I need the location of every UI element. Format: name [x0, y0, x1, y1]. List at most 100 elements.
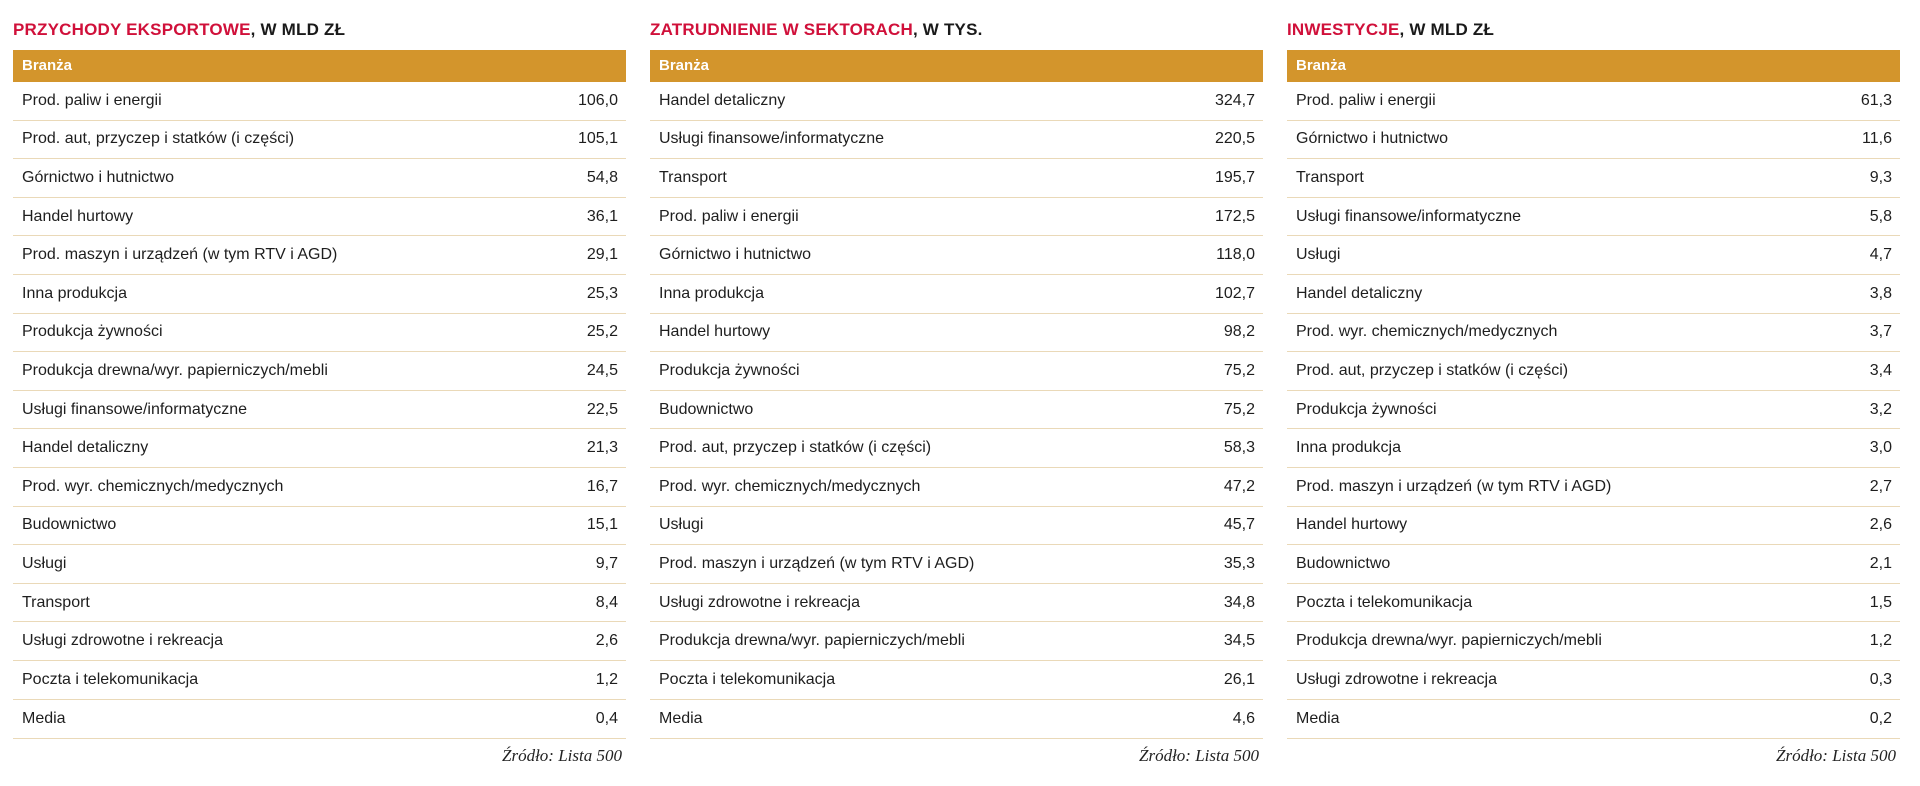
- table-row: Usługi 4,7: [1287, 236, 1900, 275]
- row-value: 35,3: [1223, 554, 1255, 572]
- row-label: Prod. maszyn i urządzeń (w tym RTV i AGD…: [659, 554, 975, 572]
- table-row: Usługi finansowe/informatyczne 220,5: [650, 121, 1263, 160]
- row-label: Prod. paliw i energii: [1296, 91, 1436, 109]
- row-value: 15,1: [586, 516, 618, 534]
- row-value: 24,5: [586, 361, 618, 379]
- row-label: Transport: [22, 593, 90, 611]
- source-note: Źródło: Lista 500: [1139, 746, 1259, 766]
- row-label: Media: [1296, 709, 1340, 727]
- employment-panel: ZATRUDNIENIE W SEKTORACH, W TYS. Branża …: [650, 0, 1263, 766]
- row-label: Handel hurtowy: [22, 207, 134, 225]
- row-value: 3,4: [1869, 361, 1892, 379]
- table-row: Media 0,2: [1287, 700, 1900, 739]
- column-header-branza: Branża: [13, 50, 626, 82]
- row-value: 4,7: [1869, 246, 1892, 264]
- row-label: Produkcja żywności: [659, 361, 800, 379]
- table-row: Prod. paliw i energii 106,0: [13, 82, 626, 121]
- investment-panel: INWESTYCJE, W MLD ZŁ Branża Prod. paliw …: [1287, 0, 1900, 766]
- column-header-branza: Branża: [650, 50, 1263, 82]
- row-value: 2,7: [1869, 477, 1892, 495]
- panel-title: PRZYCHODY EKSPORTOWE, W MLD ZŁ: [13, 0, 626, 50]
- row-value: 105,1: [577, 130, 618, 148]
- table-row: Prod. aut, przyczep i statków (i części)…: [1287, 352, 1900, 391]
- table-row: Prod. paliw i energii 172,5: [650, 198, 1263, 237]
- row-value: 25,2: [586, 323, 618, 341]
- row-label: Usługi zdrowotne i rekreacja: [659, 593, 860, 611]
- row-label: Prod. wyr. chemicznych/medycznych: [659, 477, 921, 495]
- table-row: Prod. aut, przyczep i statków (i części)…: [650, 429, 1263, 468]
- row-label: Prod. paliw i energii: [22, 91, 162, 109]
- table-body: Prod. paliw i energii 61,3 Górnictwo i hut…: [1287, 82, 1900, 740]
- row-label: Prod. maszyn i urządzeń (w tym RTV i AGD…: [1296, 477, 1612, 495]
- row-label: Media: [659, 709, 703, 727]
- row-label: Górnictwo i hutnictwo: [1296, 130, 1449, 148]
- row-value: 106,0: [577, 91, 618, 109]
- row-label: Usługi zdrowotne i rekreacja: [1296, 670, 1497, 688]
- table-row: Handel detaliczny 21,3: [13, 429, 626, 468]
- table-row: Górnictwo i hutnictwo 11,6: [1287, 121, 1900, 160]
- row-value: 75,2: [1223, 400, 1255, 418]
- table-row: Produkcja drewna/wyr. papierniczych/mebl…: [13, 352, 626, 391]
- panel-title-main: ZATRUDNIENIE W SEKTORACH: [650, 20, 913, 39]
- row-label: Usługi: [1296, 246, 1341, 264]
- row-label: Prod. aut, przyczep i statków (i części): [659, 439, 932, 457]
- table-row: Transport 9,3: [1287, 159, 1900, 198]
- row-label: Poczta i telekomunikacja: [1296, 593, 1473, 611]
- row-value: 22,5: [586, 400, 618, 418]
- row-label: Prod. paliw i energii: [659, 207, 799, 225]
- table-row: Usługi zdrowotne i rekreacja 0,3: [1287, 661, 1900, 700]
- row-value: 9,7: [595, 554, 618, 572]
- table-row: Prod. maszyn i urządzeń (w tym RTV i AGD…: [1287, 468, 1900, 507]
- row-value: 3,7: [1869, 323, 1892, 341]
- table-row: Prod. aut, przyczep i statków (i części)…: [13, 121, 626, 160]
- row-label: Usługi: [659, 516, 704, 534]
- panel-title-unit: , W MLD ZŁ: [1399, 20, 1495, 39]
- row-value: 102,7: [1214, 284, 1255, 302]
- row-value: 195,7: [1214, 168, 1255, 186]
- row-value: 8,4: [595, 593, 618, 611]
- table-row: Poczta i telekomunikacja 26,1: [650, 661, 1263, 700]
- panel-title-main: INWESTYCJE: [1287, 20, 1400, 39]
- row-value: 0,2: [1869, 709, 1892, 727]
- table-row: Inna produkcja 3,0: [1287, 429, 1900, 468]
- panel-title: INWESTYCJE, W MLD ZŁ: [1287, 0, 1900, 50]
- table-row: Inna produkcja 25,3: [13, 275, 626, 314]
- table-row: Górnictwo i hutnictwo 118,0: [650, 236, 1263, 275]
- table-row: Prod. maszyn i urządzeń (w tym RTV i AGD…: [650, 545, 1263, 584]
- table-row: Górnictwo i hutnictwo 54,8: [13, 159, 626, 198]
- row-label: Transport: [659, 168, 727, 186]
- row-value: 16,7: [586, 477, 618, 495]
- table-row: Transport 195,7: [650, 159, 1263, 198]
- row-label: Handel hurtowy: [659, 323, 771, 341]
- table-row: Handel hurtowy 98,2: [650, 314, 1263, 353]
- row-label: Budownictwo: [1296, 554, 1391, 572]
- row-value: 3,2: [1869, 400, 1892, 418]
- table-row: Budownictwo 75,2: [650, 391, 1263, 430]
- table-row: Produkcja żywności 3,2: [1287, 391, 1900, 430]
- row-value: 75,2: [1223, 361, 1255, 379]
- panel-title-main: PRZYCHODY EKSPORTOWE: [13, 20, 251, 39]
- row-label: Poczta i telekomunikacja: [659, 670, 836, 688]
- row-value: 34,5: [1223, 632, 1255, 650]
- row-value: 2,1: [1869, 554, 1892, 572]
- table-row: Poczta i telekomunikacja 1,2: [13, 661, 626, 700]
- table-row: Usługi finansowe/informatyczne 5,8: [1287, 198, 1900, 237]
- row-label: Inna produkcja: [1296, 439, 1401, 457]
- panel-title-unit: , W TYS.: [912, 20, 983, 39]
- row-value: 5,8: [1869, 207, 1892, 225]
- row-value: 2,6: [1869, 516, 1892, 534]
- row-label: Inna produkcja: [659, 284, 764, 302]
- row-label: Produkcja żywności: [1296, 400, 1437, 418]
- row-label: Usługi: [22, 554, 67, 572]
- row-label: Usługi finansowe/informatyczne: [22, 400, 247, 418]
- table-body: Prod. paliw i energii 106,0 Prod. aut, prz…: [13, 82, 626, 740]
- row-label: Produkcja żywności: [22, 323, 163, 341]
- row-value: 118,0: [1216, 246, 1255, 264]
- table-row: Prod. maszyn i urządzeń (w tym RTV i AGD…: [13, 236, 626, 275]
- export-revenue-panel: PRZYCHODY EKSPORTOWE, W MLD ZŁ Branża Pr…: [13, 0, 626, 766]
- row-value: 36,1: [586, 207, 618, 225]
- table-row: Handel hurtowy 36,1: [13, 198, 626, 237]
- row-value: 26,1: [1223, 670, 1255, 688]
- row-value: 25,3: [586, 284, 618, 302]
- row-value: 61,3: [1860, 91, 1892, 109]
